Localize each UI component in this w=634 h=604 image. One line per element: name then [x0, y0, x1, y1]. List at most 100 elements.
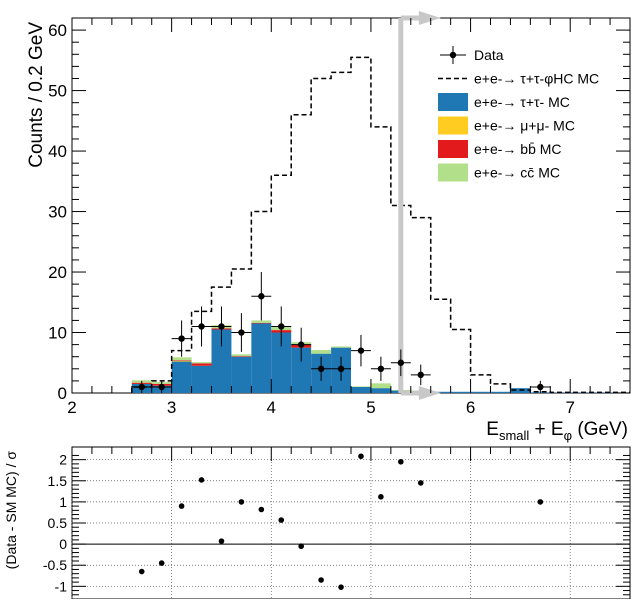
top-xtick-label-0: 2	[67, 398, 76, 417]
stack-bar-s0-b18	[490, 391, 511, 393]
stack-bar-s0-b22	[570, 392, 591, 393]
x-label-unit: (GeV)	[572, 419, 628, 440]
top-axes: 0 10 20 30 40 50 60 2 3 4 5 6 7	[48, 17, 630, 417]
data-points	[131, 272, 551, 393]
data-point-0	[138, 383, 145, 391]
data-point-10	[337, 365, 345, 373]
stack-bar-s2-b3	[191, 363, 212, 366]
x-label-sub-phi: φ	[564, 428, 572, 443]
stack-bar-s0-b17	[470, 391, 491, 393]
pull-point-9	[318, 577, 324, 583]
bot-ytick-label-0: 2	[59, 452, 67, 468]
pull-point-6	[258, 506, 265, 513]
legend-label-3: e+e-→ μ+μ- MC	[474, 118, 575, 134]
pull-point-5	[238, 499, 245, 505]
pull-point-14	[417, 480, 424, 486]
legend-label-1: e+e-→ τ+τ-φHC MC	[474, 71, 599, 87]
top-xtick-label-1: 3	[167, 398, 176, 417]
pull-point-7	[278, 517, 285, 523]
pull-point-4	[218, 538, 225, 544]
stack-bar-s0-b3	[191, 365, 212, 393]
stack-bar-s0-b11	[351, 386, 371, 393]
legend-label-2: e+e-→ τ+τ- MC	[474, 94, 570, 110]
top-ytick-label-2: 20	[48, 263, 67, 282]
stack-bar-s1-b2	[171, 360, 192, 362]
legend-box-4	[438, 140, 468, 158]
stack-bar-s3-b10	[331, 346, 351, 348]
legend-label-4: e+e-→ bb̄ MC	[474, 141, 562, 157]
top-ytick-label-4: 40	[48, 142, 67, 161]
data-point-12	[377, 365, 385, 373]
stack-bar-s0-b7	[271, 332, 292, 393]
data-point-2	[178, 335, 185, 342]
top-ytick-label-5: 50	[48, 82, 67, 101]
legend-box-3	[438, 116, 468, 135]
legend-data-marker	[449, 51, 457, 59]
bot-ytick-label-2: 1	[59, 494, 67, 510]
data-point-9	[317, 365, 325, 373]
data-point-1	[158, 383, 165, 391]
bot-ytick-label-3: 0.5	[48, 515, 68, 531]
stack-bar-s0-b2	[171, 361, 192, 393]
data-point-5	[238, 329, 245, 336]
legend-box-5	[438, 163, 468, 182]
pull-point-10	[338, 584, 344, 590]
x-label-e: E	[486, 419, 499, 440]
mc-stack	[131, 320, 630, 393]
pull-point-3	[198, 477, 205, 483]
top-ytick-label-3: 30	[48, 203, 67, 222]
top-xtick-label-3: 5	[366, 398, 375, 417]
data-point-6	[258, 293, 265, 300]
pull-point-8	[298, 543, 304, 550]
bot-ytick-label-4: 0	[59, 536, 67, 552]
bottom-y-axis-label: (Data - SM MC) / σ	[3, 451, 19, 570]
data-point-11	[357, 347, 365, 354]
bot-ytick-label-6: -1	[55, 578, 68, 594]
stack-bar-s3-b12	[370, 383, 391, 389]
bottom-axes: 2 1.5 1 0.5 0 -0.5 -1	[43, 447, 630, 596]
arrow-head-top	[418, 11, 441, 25]
pull-point-12	[378, 494, 384, 500]
legend-label-0: Data	[474, 47, 504, 63]
data-point-4	[218, 323, 225, 330]
top-ytick-label-1: 10	[48, 324, 67, 343]
pull-point-15	[537, 499, 544, 505]
stack-bar-s2-b6	[251, 322, 272, 324]
top-xtick-label-5: 7	[565, 398, 574, 417]
x-label-sub-small: small	[499, 428, 529, 443]
top-ytick-label-6: 60	[48, 21, 67, 40]
data-point-3	[198, 323, 205, 330]
data-point-8	[297, 341, 305, 348]
stack-bar-s3-b6	[251, 320, 272, 323]
stack-bar-s0-b6	[251, 323, 272, 393]
stack-bar-s0-b8	[291, 347, 312, 393]
bot-ytick-label-5: -0.5	[43, 557, 67, 573]
pull-point-11	[358, 453, 364, 460]
bottom-panel: 2 1.5 1 0.5 0 -0.5 -1 (Data - SM MC) / σ	[3, 446, 631, 600]
data-point-7	[278, 323, 285, 330]
top-xtick-label-2: 4	[267, 398, 276, 417]
stack-bar-s0-b12	[370, 388, 391, 393]
stack-bar-s3-b3	[191, 362, 212, 364]
x-label-plus: + E	[529, 419, 563, 440]
top-panel: 0 10 20 30 40 50 60 2 3 4 5 6 7 Counts / 0.2 GeV Esm…	[26, 11, 631, 443]
arrow-head-bottom	[418, 386, 441, 400]
stack-bar-s0-b15	[430, 391, 451, 393]
data-point-14	[417, 371, 424, 379]
signal-mc-dashed-line	[131, 56, 630, 394]
pull-point-2	[178, 503, 185, 509]
top-xtick-label-4: 6	[466, 398, 475, 417]
pull-points	[138, 453, 544, 590]
data-point-13	[397, 359, 405, 366]
data-point-15	[537, 383, 544, 391]
pull-point-1	[158, 560, 165, 566]
bot-ytick-label-1: 1.5	[48, 473, 68, 489]
stack-bar-s3-b11	[351, 386, 371, 387]
stack-bar-s3-b2	[171, 357, 192, 361]
stack-bar-s3-b9	[311, 350, 332, 354]
pull-point-13	[398, 458, 404, 465]
stack-bar-s2-b5	[231, 356, 252, 357]
legend-label-5: e+e-→ cc̄ MC	[474, 165, 560, 181]
